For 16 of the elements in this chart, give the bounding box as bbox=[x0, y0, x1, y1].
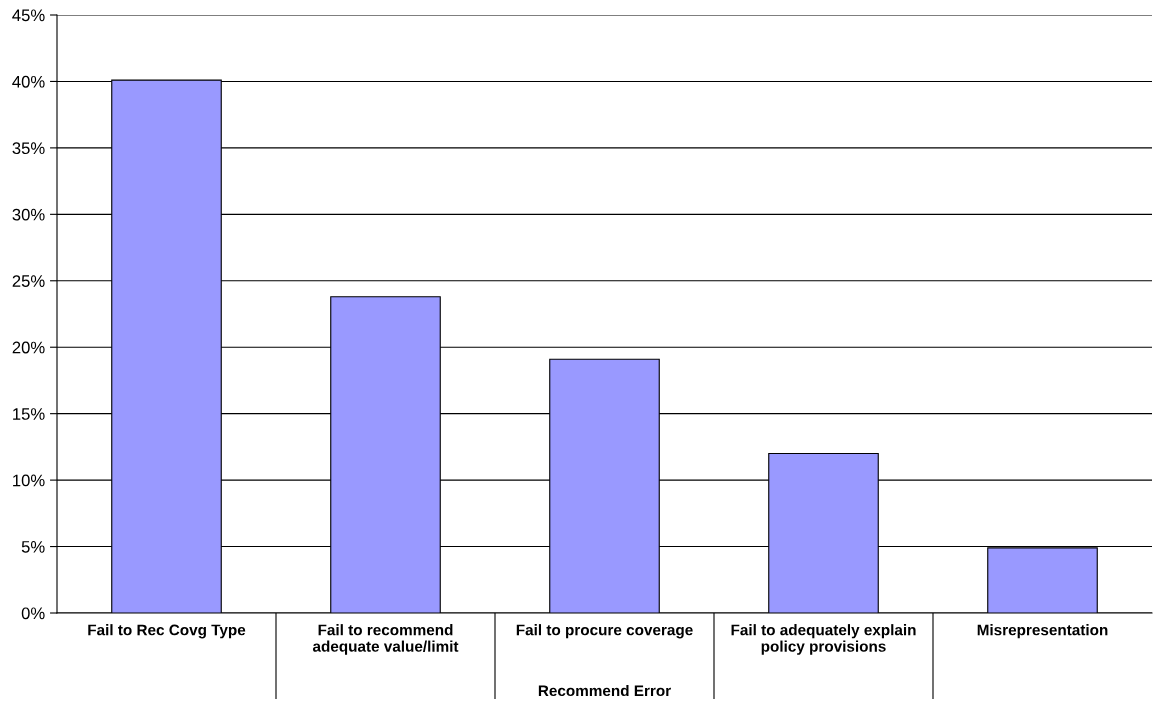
y-tick-label: 35% bbox=[12, 142, 45, 155]
x-tick-label: Fail to adequately explain policy provisions bbox=[731, 624, 916, 655]
y-tick-label: 5% bbox=[21, 541, 45, 553]
x-tick-label: Fail to recommend adequate value/limit bbox=[312, 624, 459, 655]
x-tick-label: Fail to procure coverage bbox=[516, 624, 693, 639]
x-axis-title: Recommend Error bbox=[538, 684, 671, 697]
y-tick-label: 30% bbox=[12, 208, 45, 221]
y-tick-label: 15% bbox=[13, 408, 45, 420]
y-tick-label: 45% bbox=[12, 9, 45, 22]
y-tick-label: 25% bbox=[12, 275, 45, 287]
x-tick-label: Misrepresentation bbox=[977, 624, 1108, 639]
y-tick-label: 0% bbox=[21, 607, 45, 620]
x-tick-label: Fail to Rec Covg Type bbox=[88, 624, 246, 639]
y-tick-label: 10% bbox=[13, 474, 45, 487]
y-tick-label: 20% bbox=[12, 341, 45, 354]
y-tick-label: 40% bbox=[12, 75, 45, 88]
